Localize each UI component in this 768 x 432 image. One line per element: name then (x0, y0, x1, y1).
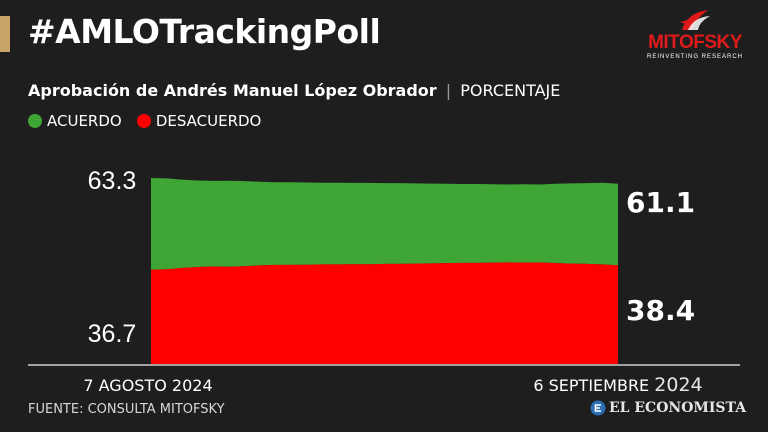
subtitle-separator: | (445, 81, 452, 100)
source-note: FUENTE: CONSULTA MITOFSKY (28, 402, 225, 417)
end-value-label-acuerdo: 61.1 (626, 186, 695, 219)
brand-name: EL ECONOMISTA (609, 400, 747, 416)
area-acuerdo (151, 178, 618, 270)
subtitle-unit: PORCENTAJE (460, 81, 561, 100)
x-axis-end-label: 6 SEPTIEMBRE 2024 (533, 374, 702, 396)
legend-item-acuerdo: ACUERDO (28, 112, 122, 130)
header-bar (0, 0, 768, 74)
legend-label-acuerdo: ACUERDO (47, 112, 122, 130)
x-axis-end-label-year: 2024 (654, 374, 702, 396)
chart-legend: ACUERDO DESACUERDO (28, 112, 271, 132)
mitofsky-logo-mark-icon (680, 10, 710, 30)
y-axis-label-top: 63.3 (88, 167, 137, 195)
end-value-label-desacuerdo: 38.4 (626, 294, 695, 327)
chart-subtitle: Aprobación de Andrés Manuel López Obrado… (28, 81, 560, 100)
logo-name: MITOFSKY (648, 32, 742, 53)
globe-e-icon (590, 400, 606, 416)
legend-dot-desacuerdo (136, 114, 151, 128)
x-axis-start-label: 7 AGOSTO 2024 (83, 376, 212, 395)
title-accent-bar (0, 16, 10, 52)
el-economista-logo: EL ECONOMISTA (590, 400, 746, 416)
subtitle-main: Aprobación de Andrés Manuel López Obrado… (28, 81, 437, 100)
x-axis-end-label-main: 6 SEPTIEMBRE (533, 376, 649, 395)
legend-label-desacuerdo: DESACUERDO (155, 112, 262, 130)
logo-tagline: REINVENTING RESEARCH (646, 54, 743, 60)
mitofsky-logo: MITOFSKY REINVENTING RESEARCH (640, 8, 750, 68)
legend-item-desacuerdo: DESACUERDO (136, 112, 262, 130)
area-desacuerdo (151, 262, 618, 364)
y-axis-label-bottom: 36.7 (88, 320, 137, 348)
page-title: #AMLOTrackingPoll (28, 12, 381, 51)
legend-dot-acuerdo (28, 114, 42, 128)
